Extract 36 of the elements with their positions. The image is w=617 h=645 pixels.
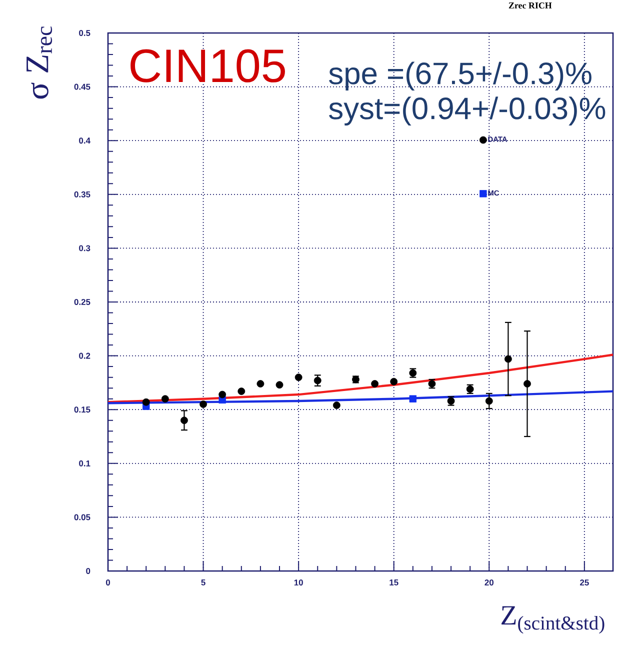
annotation: syst=(0.94+/-0.03)% (329, 96, 606, 126)
point (142, 398, 150, 406)
y-tick-label: 0 (86, 568, 90, 574)
y-tick-label: 0.3 (79, 245, 90, 252)
point (256, 380, 264, 388)
x-tick-label: 5 (201, 580, 206, 586)
point (276, 381, 284, 389)
y-tick-label: 0.5 (79, 30, 90, 36)
x-tick-label: 10 (294, 580, 303, 586)
x-tick-label: 20 (484, 580, 494, 586)
annotation: spe =(67.5+/-0.3)% (329, 62, 592, 91)
annotation: CIN105 (130, 49, 285, 82)
point (409, 395, 417, 402)
y-tick-label: 0.25 (74, 299, 90, 305)
point (371, 380, 378, 388)
point (238, 388, 246, 396)
x-tick-label: 0 (106, 580, 110, 586)
x-axis-title: Z$_{(scint&std)}$ (502, 606, 604, 634)
point (161, 395, 169, 403)
chart-title: Zrec RICH (508, 2, 552, 9)
point (200, 400, 207, 408)
y-axis-title: σ Z$_{rec}$ (26, 26, 52, 99)
point (294, 374, 302, 382)
y-tick-label: 0.45 (74, 84, 90, 90)
y-tick-label: 0.05 (74, 514, 90, 520)
y-tick-label: 0.1 (79, 460, 90, 466)
y-tick-label: 0.35 (74, 191, 90, 198)
point (332, 402, 340, 409)
x-tick-label: 25 (580, 580, 589, 586)
line-series (108, 354, 614, 404)
x-tick-label: 15 (390, 580, 398, 586)
y-tick-label: 0.4 (79, 138, 90, 144)
point (390, 378, 398, 386)
y-tick-label: 0.2 (79, 352, 90, 359)
point (218, 390, 226, 398)
y-tick-label: 0.15 (74, 406, 90, 413)
